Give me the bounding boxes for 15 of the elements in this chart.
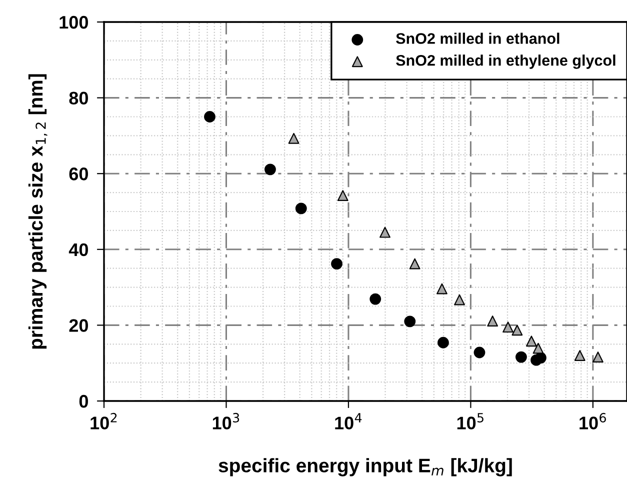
y-tick-label: 0 [79,394,88,408]
x-axis-title: specific energy input E$_{m}$ [kJ/kg] [218,458,512,476]
x-tick-label: 10$^{2}$ [90,412,117,430]
y-tick-label: 100 [60,16,88,29]
x-tick-label: 10$^{6}$ [580,412,606,430]
y-tick-label: 60 [69,168,88,180]
y-tick-label: 40 [68,243,88,256]
x-tick-label: 10$^{3}$ [212,412,240,430]
legend-label: SnO2 milled in ethanol [396,32,560,44]
y-axis-title: primary particle size x$_{1,2}$ [nm] [28,74,48,349]
y-tick-label: 80 [69,92,88,105]
y-tick-label: 20 [69,319,88,332]
x-tick-label: 10$^{4}$ [335,413,362,430]
legend-label: SnO2 milled in ethylene glycol [396,54,616,69]
x-tick-label: 10$^{5}$ [457,413,484,430]
